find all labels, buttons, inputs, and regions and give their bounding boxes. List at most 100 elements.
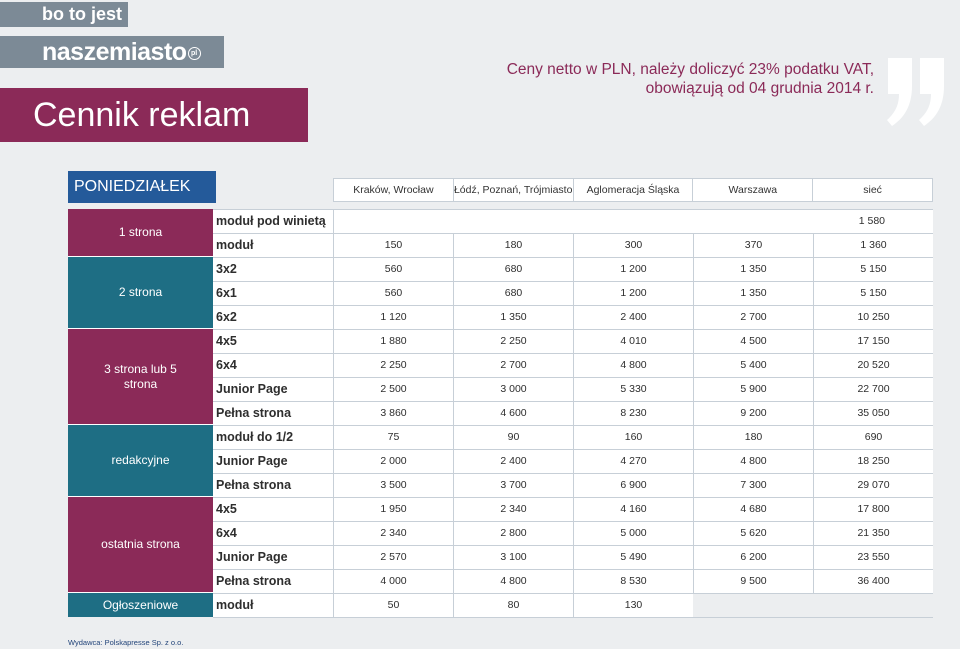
price-cell: 4 680 (693, 498, 813, 521)
price-cell: 300 (573, 234, 693, 257)
row-label: moduł (216, 598, 254, 612)
price-cell: 130 (573, 594, 693, 617)
price-cell: 3 700 (453, 474, 573, 497)
price-cell: 1 120 (333, 306, 453, 329)
price-cell: 21 350 (813, 522, 933, 545)
price-cell: 17 150 (813, 330, 933, 353)
row-label: Junior Page (216, 382, 288, 396)
price-cell (813, 594, 933, 617)
price-cell: 3 000 (453, 378, 573, 401)
price-cell: 5 900 (693, 378, 813, 401)
price-cell: 5 150 (813, 258, 933, 281)
row-label: 3x2 (216, 262, 237, 276)
price-cell: 5 000 (573, 522, 693, 545)
price-cell: 160 (573, 426, 693, 449)
column-header: Warszawa (692, 179, 812, 201)
table-row: moduł 150 180 300 370 1 360 (213, 234, 933, 258)
price-cell: 4 500 (693, 330, 813, 353)
price-cell: 2 800 (453, 522, 573, 545)
price-cell: 6 900 (573, 474, 693, 497)
row-label: Junior Page (216, 550, 288, 564)
price-cell: 20 520 (813, 354, 933, 377)
price-cell: 2 700 (453, 354, 573, 377)
price-cell: 10 250 (813, 306, 933, 329)
table-row: moduł pod winietą 1 580 (213, 210, 933, 234)
column-header: Aglomeracja Śląska (572, 179, 693, 201)
table-row: Junior Page 2 500 3 000 5 330 5 900 22 700 (213, 378, 933, 402)
brand-logo: naszemiasto pl (0, 36, 224, 68)
price-cell (693, 594, 813, 617)
price-cell: 2 400 (453, 450, 573, 473)
publisher-note: Wydawca: Polskapresse Sp. z o.o. (68, 638, 184, 647)
price-cell: 8 530 (573, 570, 693, 593)
page-title: Cennik reklam (0, 88, 308, 142)
column-headers: Kraków, Wrocław Łódź, Poznań, Trójmiasto… (333, 178, 933, 202)
price-cell: 2 500 (333, 378, 453, 401)
price-cell: 4 800 (453, 570, 573, 593)
table-row: Junior Page 2 570 3 100 5 490 6 200 23 550 (213, 546, 933, 570)
price-cell: 1 580 (333, 210, 933, 233)
table-row: 6x4 2 250 2 700 4 800 5 400 20 520 (213, 354, 933, 378)
price-cell: 1 360 (813, 234, 933, 257)
price-cell: 80 (453, 594, 573, 617)
price-cell: 1 350 (453, 306, 573, 329)
price-cell: 2 340 (333, 522, 453, 545)
price-cell: 1 200 (573, 282, 693, 305)
table-row: 3x2 560 680 1 200 1 350 5 150 (213, 258, 933, 282)
price-cell: 2 000 (333, 450, 453, 473)
row-label: 6x4 (216, 358, 237, 372)
price-cell: 9 500 (693, 570, 813, 593)
brand-tagline: bo to jest (0, 2, 128, 27)
price-cell: 18 250 (813, 450, 933, 473)
price-cell: 4 600 (453, 402, 573, 425)
price-cell: 180 (693, 426, 813, 449)
price-cell: 22 700 (813, 378, 933, 401)
table-row: 6x4 2 340 2 800 5 000 5 620 21 350 (213, 522, 933, 546)
table-row: moduł do 1/2 75 90 160 180 690 (213, 426, 933, 450)
row-label: Pełna strona (216, 574, 292, 588)
price-note-line1: Ceny netto w PLN, należy doliczyć 23% po… (506, 61, 874, 78)
price-cell: 1 950 (333, 498, 453, 521)
price-cell: 5 150 (813, 282, 933, 305)
row-label: 4x5 (216, 334, 237, 348)
price-cell: 680 (453, 258, 573, 281)
price-cell: 3 860 (333, 402, 453, 425)
table-row: Pełna strona 3 860 4 600 8 230 9 200 35 050 (213, 402, 933, 426)
section-label: ostatnia strona (68, 497, 213, 593)
row-label: 6x4 (216, 526, 237, 540)
day-label: PONIEDZIAŁEK (68, 171, 216, 203)
price-cell: 680 (453, 282, 573, 305)
price-cell: 2 400 (573, 306, 693, 329)
price-cell: 7 300 (693, 474, 813, 497)
price-note-line2: obowiązują od 04 grudnia 2014 r. (645, 80, 874, 97)
price-cell: 4 270 (573, 450, 693, 473)
price-cell: 2 250 (453, 330, 573, 353)
table-row: 6x1 560 680 1 200 1 350 5 150 (213, 282, 933, 306)
logo-mark-icon: pl (187, 46, 201, 60)
price-cell: 29 070 (813, 474, 933, 497)
price-cell: 180 (453, 234, 573, 257)
price-cell: 17 800 (813, 498, 933, 521)
table-row: Junior Page 2 000 2 400 4 270 4 800 18 250 (213, 450, 933, 474)
row-label: moduł (216, 238, 254, 252)
price-cell: 5 400 (693, 354, 813, 377)
price-cell: 5 620 (693, 522, 813, 545)
price-cell: 2 700 (693, 306, 813, 329)
section-label: 2 strona (68, 257, 213, 329)
column-header: Łódź, Poznań, Trójmiasto (452, 179, 573, 201)
price-cell: 4 800 (693, 450, 813, 473)
price-cell: 36 400 (813, 570, 933, 593)
price-cell: 23 550 (813, 546, 933, 569)
table-row: moduł 50 80 130 (213, 594, 933, 618)
price-cell: 1 350 (693, 258, 813, 281)
price-cell: 9 200 (693, 402, 813, 425)
price-cell: 4 800 (573, 354, 693, 377)
price-cell: 690 (813, 426, 933, 449)
price-cell: 560 (333, 258, 453, 281)
price-cell: 370 (693, 234, 813, 257)
price-table: moduł pod winietą 1 580 moduł 150 180 300 370 1… (213, 209, 933, 618)
price-cell: 4 010 (573, 330, 693, 353)
price-cell: 35 050 (813, 402, 933, 425)
price-cell: 6 200 (693, 546, 813, 569)
price-cell: 1 200 (573, 258, 693, 281)
